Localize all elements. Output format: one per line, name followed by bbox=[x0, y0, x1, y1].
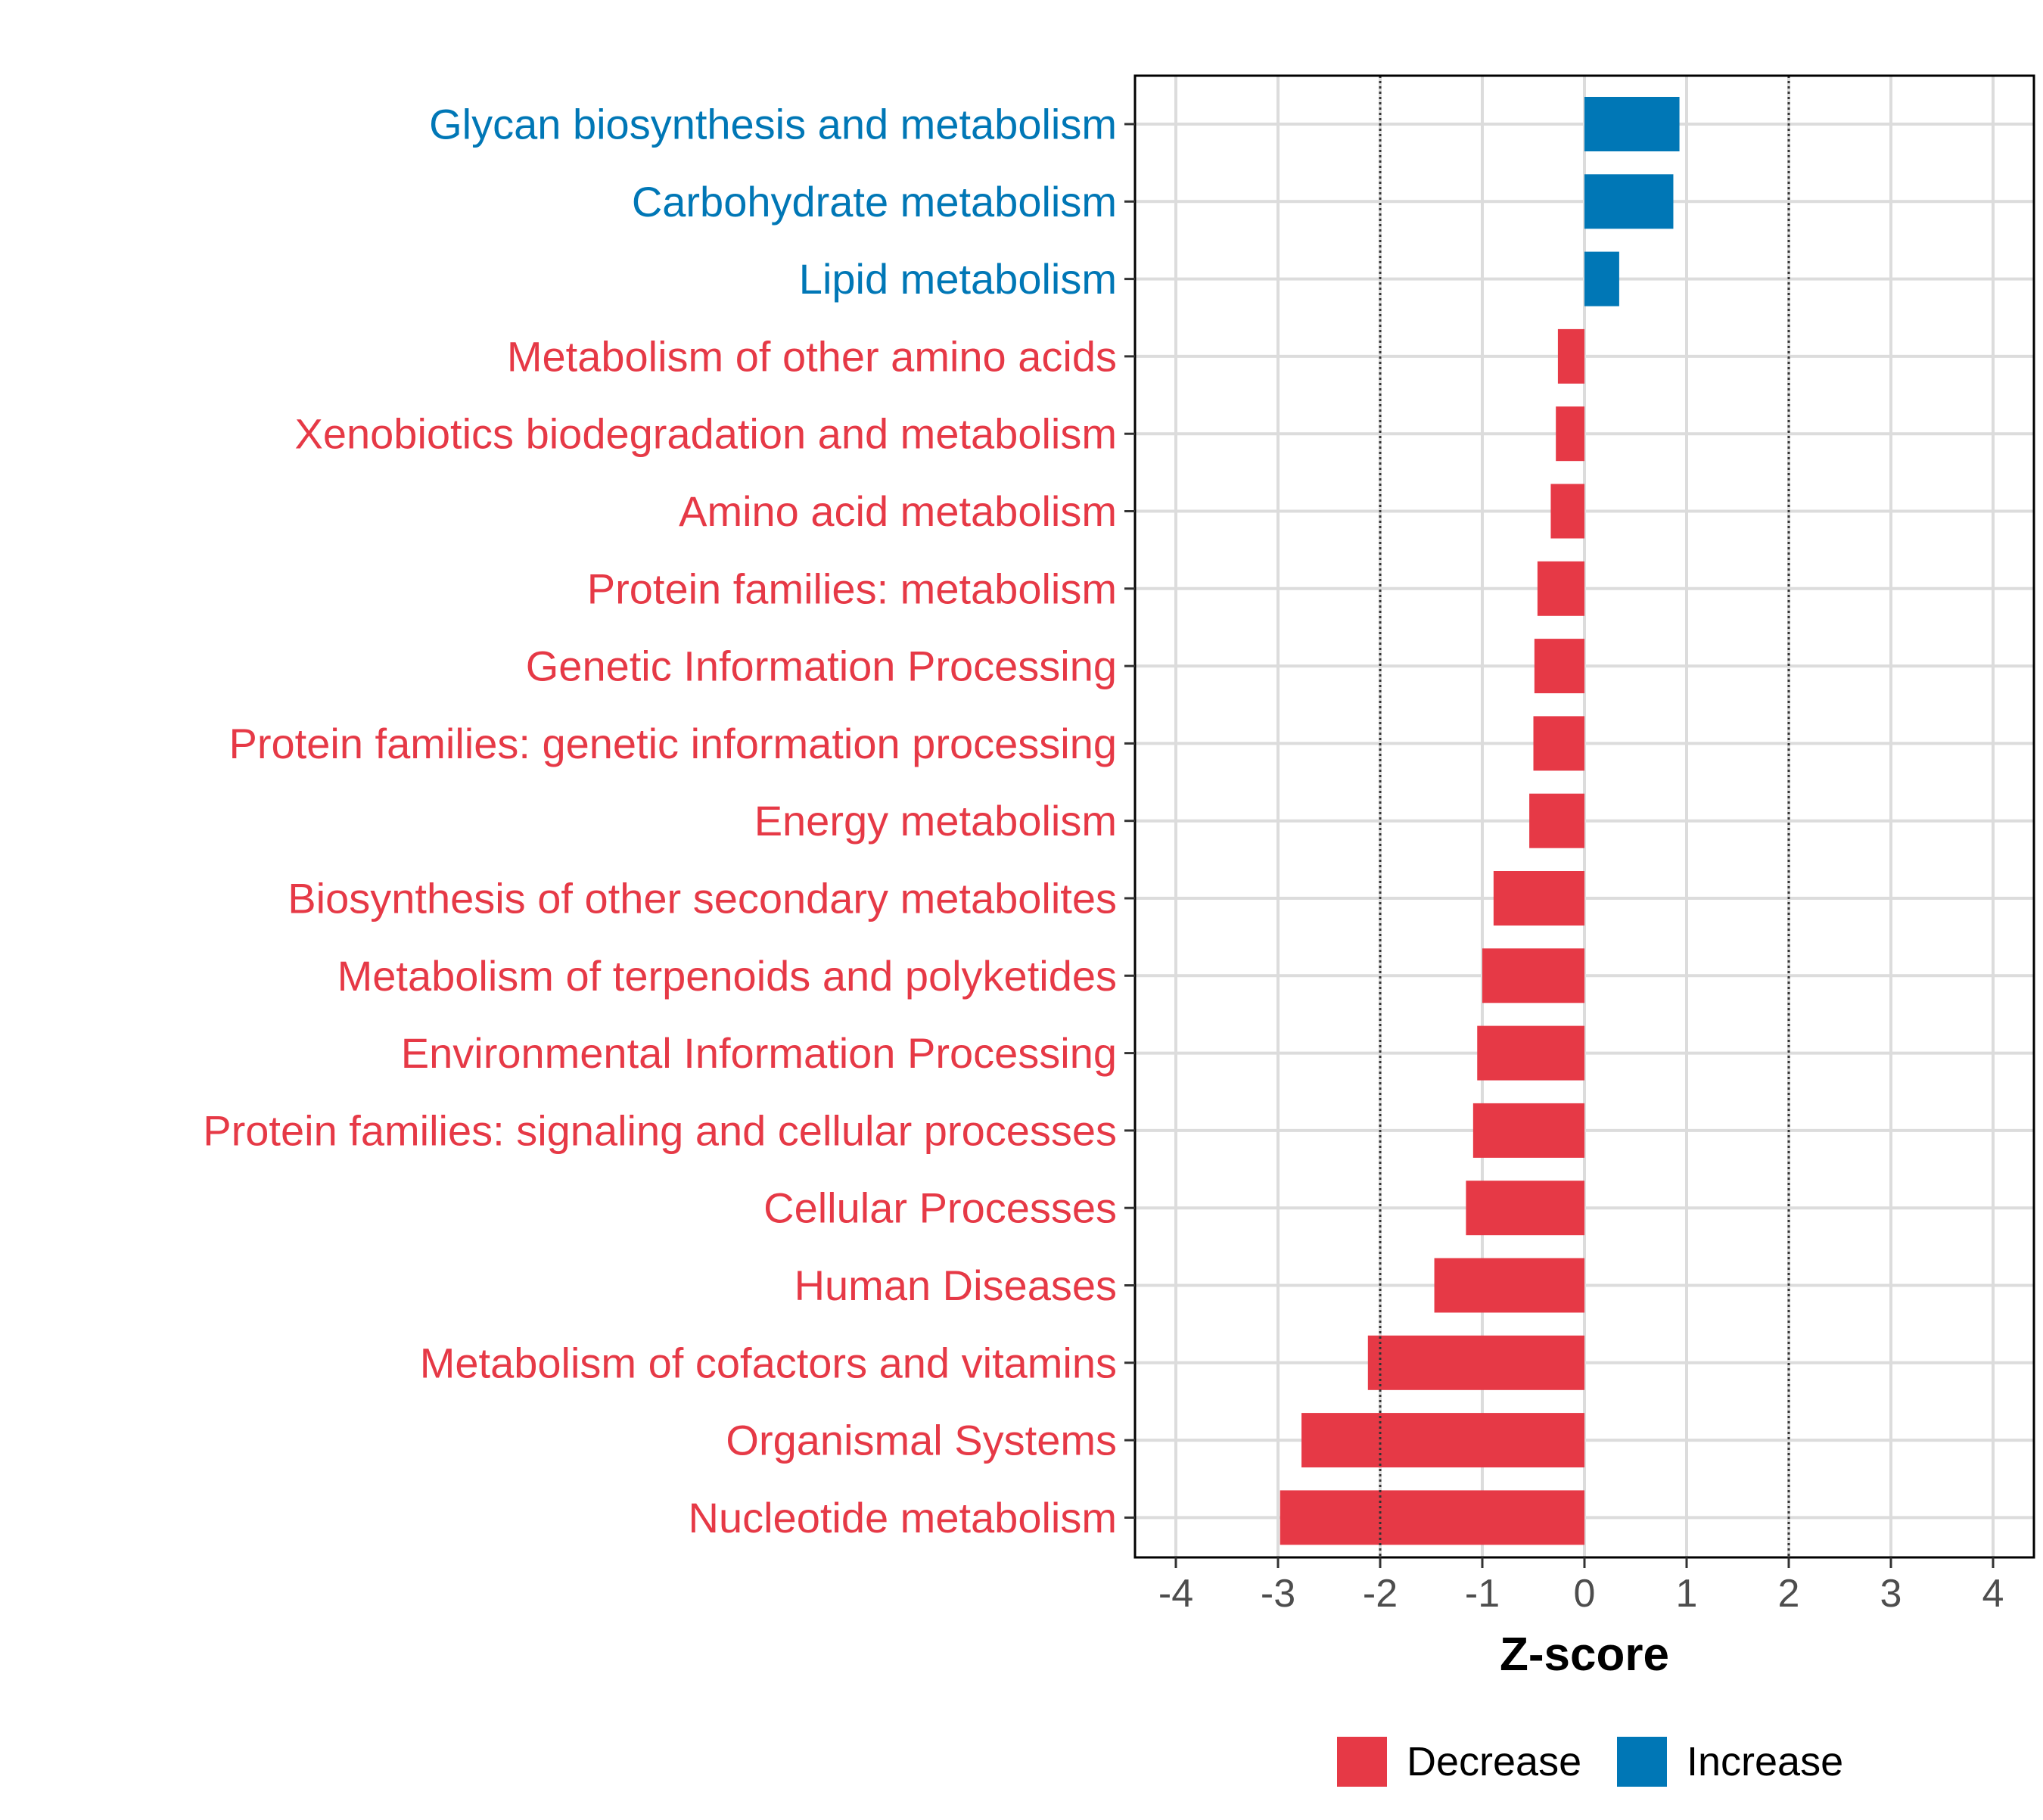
y-tick-label: Metabolism of terpenoids and polyketides bbox=[337, 952, 1117, 1000]
y-tick-label: Glycan biosynthesis and metabolism bbox=[429, 101, 1117, 148]
x-tick-label: -2 bbox=[1363, 1572, 1398, 1616]
bar-layer bbox=[1280, 97, 1680, 1545]
y-tick-label: Protein families: metabolism bbox=[587, 565, 1117, 612]
bar bbox=[1280, 1490, 1584, 1545]
bar bbox=[1534, 639, 1584, 694]
y-tick-label: Lipid metabolism bbox=[799, 255, 1117, 303]
bar bbox=[1584, 174, 1674, 229]
y-axis: Glycan biosynthesis and metabolism Carboh… bbox=[203, 101, 1135, 1542]
y-tick-label: Environmental Information Processing bbox=[401, 1029, 1117, 1077]
bar bbox=[1477, 1025, 1584, 1081]
y-tick-label: Amino acid metabolism bbox=[679, 487, 1117, 535]
bar bbox=[1493, 871, 1584, 926]
y-tick-label: Organismal Systems bbox=[726, 1417, 1117, 1464]
y-tick-label: Protein families: genetic information pr… bbox=[229, 720, 1117, 767]
legend-swatch bbox=[1337, 1737, 1387, 1787]
bar bbox=[1557, 328, 1584, 384]
bar bbox=[1529, 793, 1584, 848]
x-tick-label: -1 bbox=[1465, 1572, 1500, 1616]
y-tick-label: Energy metabolism bbox=[754, 797, 1117, 845]
bar bbox=[1537, 561, 1584, 616]
legend-label: Increase bbox=[1687, 1739, 1843, 1784]
bar bbox=[1434, 1258, 1584, 1313]
x-tick-label: 2 bbox=[1778, 1572, 1800, 1616]
y-tick-label: Carbohydrate metabolism bbox=[632, 178, 1117, 226]
legend-label: Decrease bbox=[1407, 1739, 1581, 1784]
x-axis: -4 -3 -2 -1 0 1 2 3 4 bbox=[1158, 1557, 2004, 1616]
bar bbox=[1584, 97, 1680, 151]
y-tick-label: Metabolism of cofactors and vitamins bbox=[420, 1339, 1117, 1386]
y-tick-label: Nucleotide metabolism bbox=[689, 1494, 1117, 1542]
x-tick-label: -4 bbox=[1158, 1572, 1193, 1616]
y-tick-label: Metabolism of other amino acids bbox=[507, 332, 1117, 380]
bar bbox=[1472, 1103, 1584, 1158]
bar bbox=[1466, 1181, 1584, 1236]
bar bbox=[1482, 948, 1584, 1003]
y-tick-label: Biosynthesis of other secondary metaboli… bbox=[288, 875, 1117, 922]
y-tick-label: Human Diseases bbox=[794, 1262, 1117, 1309]
bar bbox=[1301, 1413, 1584, 1468]
y-tick-label: Xenobiotics biodegradation and metabolis… bbox=[295, 410, 1117, 458]
y-tick-label: Genetic Information Processing bbox=[526, 642, 1117, 690]
y-tick-label: Protein families: signaling and cellular… bbox=[203, 1106, 1117, 1154]
reference-line-layer bbox=[1379, 76, 1790, 1557]
x-tick-label: -3 bbox=[1261, 1572, 1295, 1616]
x-axis-title: Z-score bbox=[1500, 1629, 1669, 1681]
bar bbox=[1584, 251, 1619, 306]
bar bbox=[1556, 406, 1584, 462]
bar bbox=[1550, 484, 1584, 539]
x-tick-label: 3 bbox=[1880, 1572, 1902, 1616]
y-tick-label: Cellular Processes bbox=[763, 1184, 1117, 1232]
bar bbox=[1533, 716, 1584, 771]
x-tick-label: 4 bbox=[1982, 1572, 2004, 1616]
bar bbox=[1367, 1335, 1584, 1390]
x-tick-label: 1 bbox=[1676, 1572, 1698, 1616]
x-tick-label: 0 bbox=[1574, 1572, 1596, 1616]
legend-swatch bbox=[1617, 1737, 1667, 1787]
legend: Decrease Increase bbox=[1337, 1737, 1843, 1787]
